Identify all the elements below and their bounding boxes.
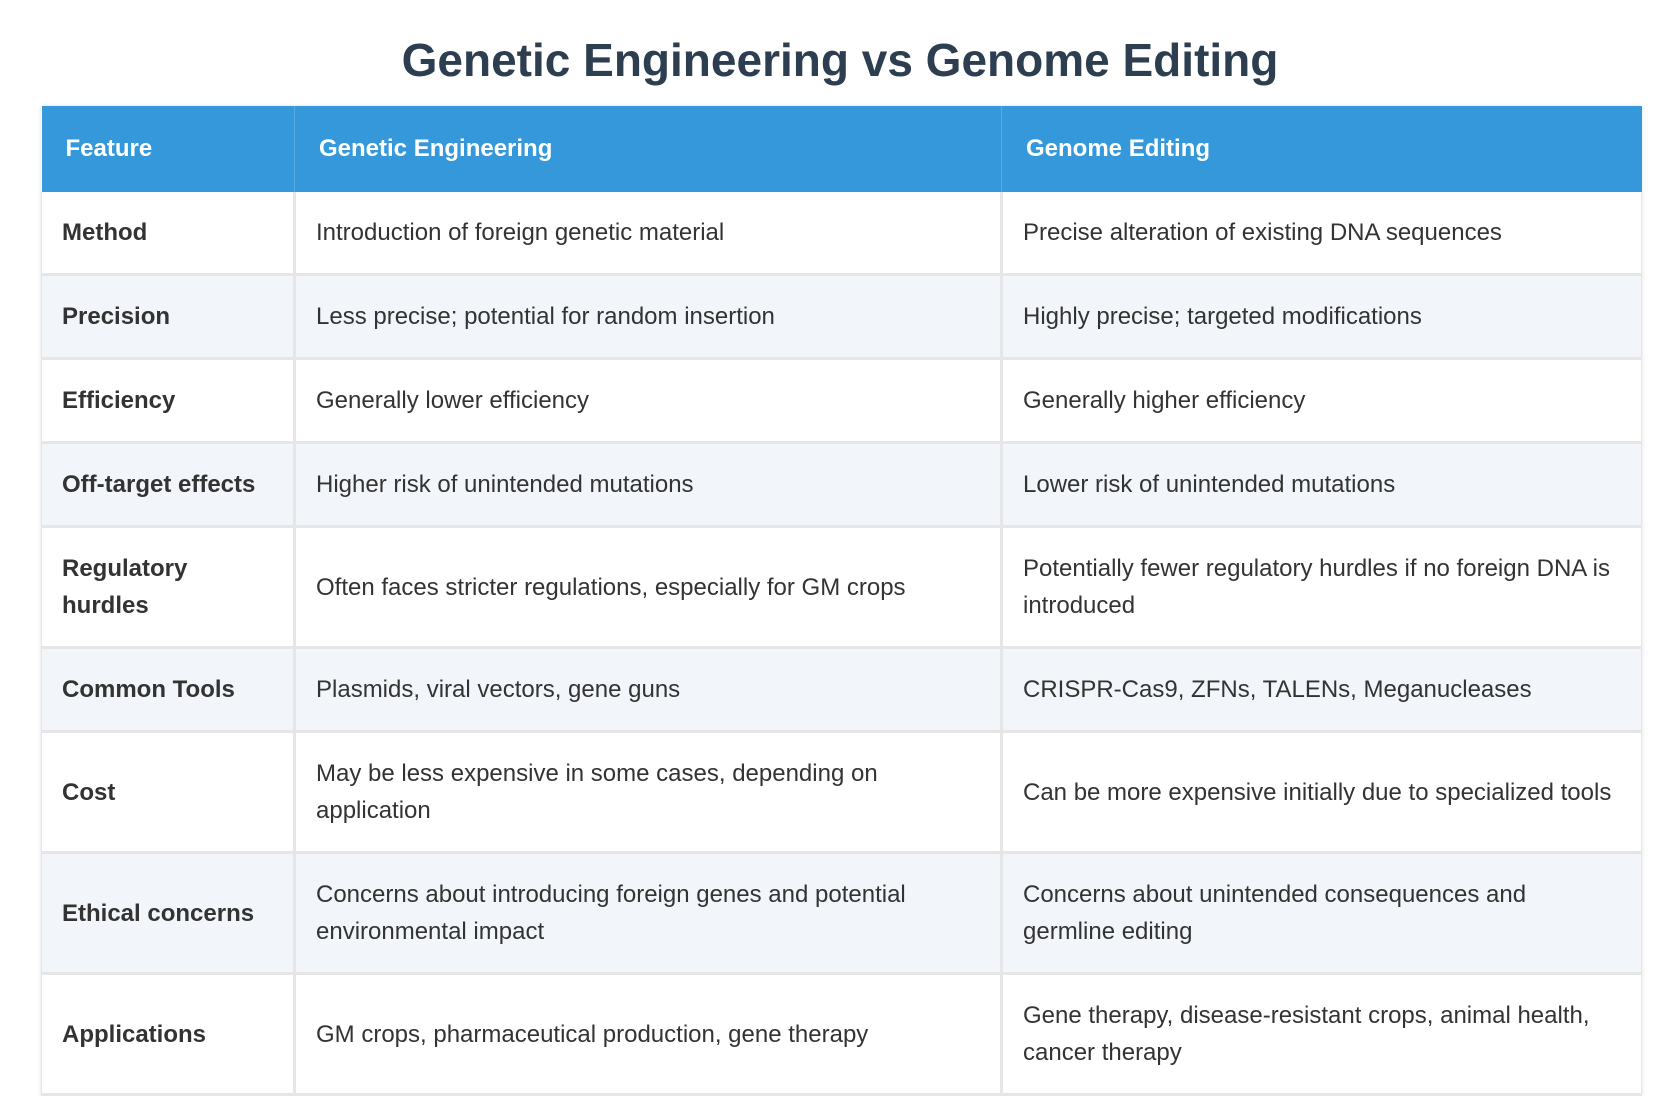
genome-editing-cell: Can be more expensive initially due to s… <box>1001 731 1642 854</box>
page-title: Genetic Engineering vs Genome Editing <box>401 34 1279 86</box>
feature-cell: Efficiency <box>41 358 296 444</box>
genetic-engineering-cell: Concerns about introducing foreign genes… <box>294 852 1003 975</box>
table-row: Efficiency Generally lower efficiency Ge… <box>41 358 1642 444</box>
genetic-engineering-cell: Higher risk of unintended mutations <box>294 442 1003 528</box>
genetic-engineering-cell: Plasmids, viral vectors, gene guns <box>294 647 1003 733</box>
table-header: Feature Genetic Engineering Genome Editi… <box>41 106 1642 192</box>
genetic-engineering-cell: GM crops, pharmaceutical production, gen… <box>294 973 1003 1096</box>
header-genome-editing: Genome Editing <box>1001 106 1642 192</box>
genome-editing-cell: Highly precise; targeted modifications <box>1001 274 1642 360</box>
feature-cell: Precision <box>41 274 296 360</box>
table-row: Common Tools Plasmids, viral vectors, ge… <box>41 647 1642 733</box>
genome-editing-cell: Precise alteration of existing DNA seque… <box>1001 192 1642 276</box>
genetic-engineering-cell: May be less expensive in some cases, dep… <box>294 731 1003 854</box>
feature-cell: Method <box>41 192 296 276</box>
genome-editing-cell: Concerns about unintended consequences a… <box>1001 852 1642 975</box>
feature-cell: Ethical concerns <box>41 852 296 975</box>
table-row: Precision Less precise; potential for ra… <box>41 274 1642 360</box>
genome-editing-cell: Potentially fewer regulatory hurdles if … <box>1001 526 1642 649</box>
table-row: Cost May be less expensive in some cases… <box>41 731 1642 854</box>
feature-cell: Regulatory hurdles <box>41 526 296 649</box>
table-row: Ethical concerns Concerns about introduc… <box>41 852 1642 975</box>
genetic-engineering-cell: Often faces stricter regulations, especi… <box>294 526 1003 649</box>
genome-editing-cell: CRISPR-Cas9, ZFNs, TALENs, Meganucleases <box>1001 647 1642 733</box>
genome-editing-cell: Gene therapy, disease-resistant crops, a… <box>1001 973 1642 1096</box>
table-row: Applications GM crops, pharmaceutical pr… <box>41 973 1642 1096</box>
table-row: Regulatory hurdles Often faces stricter … <box>41 526 1642 649</box>
feature-cell: Common Tools <box>41 647 296 733</box>
genome-editing-cell: Generally higher efficiency <box>1001 358 1642 444</box>
header-feature: Feature <box>41 106 295 192</box>
table-body: Method Introduction of foreign genetic m… <box>41 192 1642 1096</box>
header-genetic-engineering: Genetic Engineering <box>294 106 1002 192</box>
table-row: Method Introduction of foreign genetic m… <box>41 192 1642 276</box>
genome-editing-cell: Lower risk of unintended mutations <box>1001 442 1642 528</box>
feature-cell: Off-target effects <box>41 442 296 528</box>
table-row: Off-target effects Higher risk of uninte… <box>41 442 1642 528</box>
header-row: Feature Genetic Engineering Genome Editi… <box>41 106 1642 192</box>
comparison-table: Feature Genetic Engineering Genome Editi… <box>41 106 1642 1096</box>
genetic-engineering-cell: Less precise; potential for random inser… <box>294 274 1003 360</box>
feature-cell: Applications <box>41 973 296 1096</box>
genetic-engineering-cell: Generally lower efficiency <box>294 358 1003 444</box>
genetic-engineering-cell: Introduction of foreign genetic material <box>294 192 1003 276</box>
feature-cell: Cost <box>41 731 296 854</box>
